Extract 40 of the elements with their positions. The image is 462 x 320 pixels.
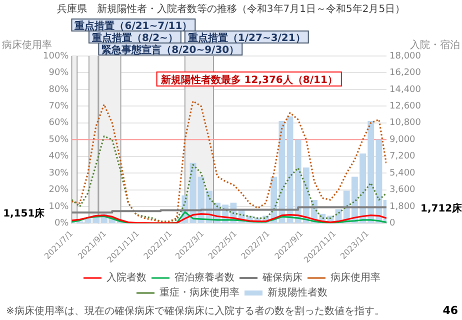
- text: 1,151床: [3, 208, 46, 220]
- y2-axis-title: 入院・宿泊: [410, 39, 460, 51]
- y-tick-label: 80%: [48, 84, 70, 95]
- y-tick-label: 40%: [48, 152, 70, 162]
- band-label: 緊急事態宣言（8/20~9/30）: [102, 44, 240, 56]
- y-tick-label: 60%: [48, 118, 70, 128]
- y-tick-label: 30%: [48, 168, 70, 178]
- text: 46: [442, 304, 458, 317]
- y2-tick-label: 12,600: [390, 102, 422, 112]
- chart-title: 兵庫県 新規陽性者・入院者数等の推移（令和3年7月1日～令和5年2月5日）: [56, 3, 406, 15]
- band-label: 重点措置（8/2~）: [90, 32, 178, 44]
- y-tick-label: 0%: [54, 218, 70, 229]
- y2-tick-label: 16,200: [390, 68, 422, 78]
- y-tick-label: 50%: [48, 134, 70, 145]
- y-tick-label: 90%: [48, 68, 70, 78]
- text: ※病床使用率は、現在の確保病床で確保病床に入院する者の数を割った数値を指す。: [6, 305, 384, 317]
- y-tick-label: 20%: [48, 185, 70, 196]
- y2-tick-label: 1,800: [390, 202, 416, 212]
- y-axis-title: 病床使用率: [2, 39, 52, 51]
- y-tick-label: 100%: [42, 51, 70, 62]
- band-label: 重点措置（6/21~7/11）: [74, 20, 192, 32]
- y2-tick-label: 18,000: [390, 51, 422, 62]
- legend-label: 入院者数: [106, 272, 146, 284]
- y2-tick-label: 5,400: [390, 168, 416, 178]
- y2-tick-label: 0: [390, 218, 396, 229]
- legend-label: 新規陽性者数: [268, 286, 328, 299]
- text: 1,712床: [420, 202, 462, 214]
- y-tick-label: 70%: [48, 102, 70, 112]
- legend-label: 病床使用率: [330, 272, 380, 284]
- legend-label: 宿泊療養者数: [174, 272, 234, 284]
- legend-label: 確保病床: [262, 272, 302, 284]
- y2-tick-label: 7,200: [390, 152, 416, 162]
- y2-tick-label: 3,600: [390, 185, 416, 196]
- y2-tick-label: 9,000: [390, 134, 416, 145]
- y2-tick-label: 14,400: [390, 84, 422, 95]
- legend-label: 重症・病床使用率: [160, 286, 240, 299]
- y2-tick-label: 10,800: [390, 118, 422, 128]
- y-tick-label: 10%: [48, 202, 70, 212]
- band-label: 重点措置（1/27~3/21）: [186, 32, 306, 44]
- annotation: 新規陽性者数最多 12,376人（8/11）: [160, 74, 338, 86]
